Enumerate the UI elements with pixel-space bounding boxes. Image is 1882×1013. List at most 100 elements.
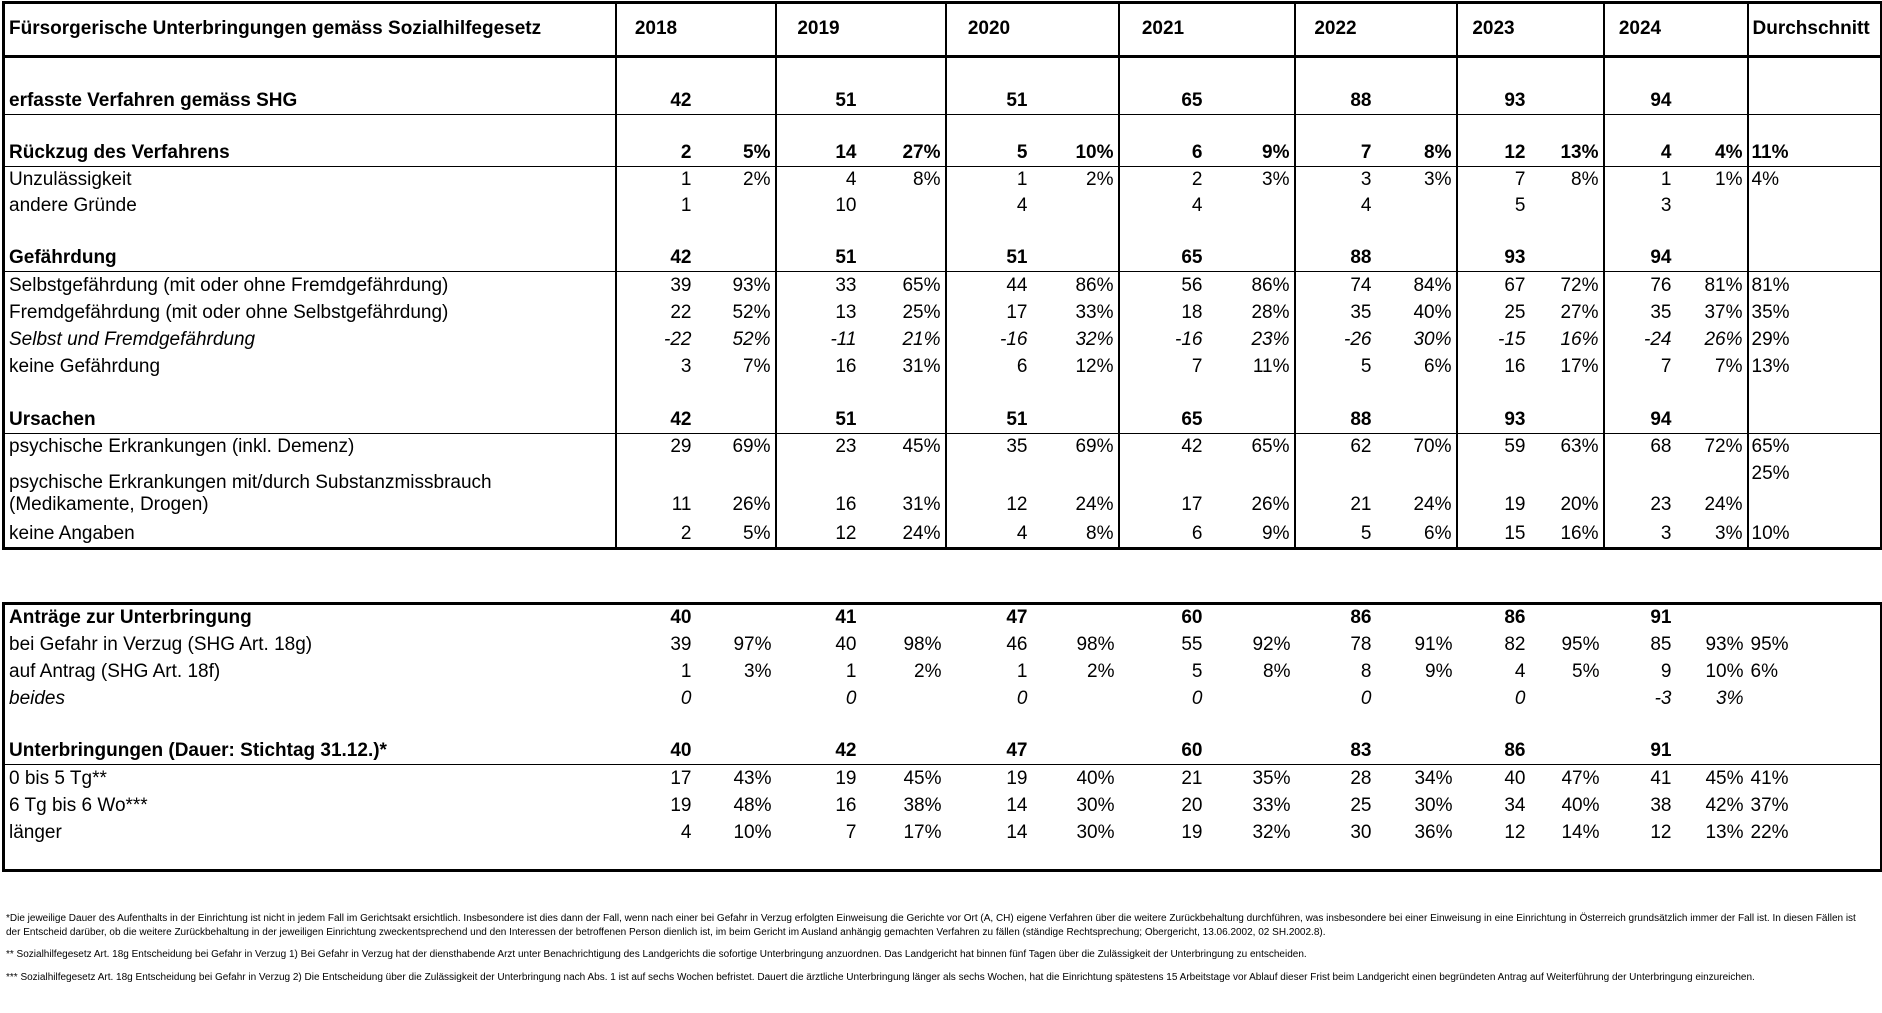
percent-cell: 95% [1561, 633, 1600, 655]
table-row: 0 bis 5 Tg** 17 43% 19 45% 19 40% 21 35% 28 34% 40 4… [4, 765, 1882, 792]
count-cell: 3 [1602, 517, 1676, 549]
percent-cell [1530, 685, 1604, 712]
average-cell [1747, 711, 1882, 765]
count-cell: 14 [1006, 794, 1028, 816]
percent-cell: 10% [1705, 660, 1744, 682]
percent-cell: 26% [732, 493, 771, 515]
row-label: auf Antrag (SHG Art. 18f) [9, 660, 221, 682]
count-cell: 51 [774, 218, 861, 272]
row-label: beides [9, 687, 65, 709]
percent-cell: 2% [1086, 168, 1114, 190]
count-cell: 12 [1504, 821, 1526, 843]
percent-cell [1375, 711, 1457, 765]
count-cell: 14 [1006, 821, 1028, 843]
percent-cell: 30% [1413, 328, 1452, 350]
count-cell: 35 [944, 433, 1032, 460]
count-cell: 7 [1117, 352, 1207, 380]
count-cell: 82 [1504, 633, 1526, 655]
percent-cell [695, 711, 776, 765]
count-cell: -24 [1602, 325, 1676, 353]
count-cell: 7 [1602, 352, 1676, 380]
count-cell: 65 [1117, 379, 1207, 434]
count-cell: 41 [1650, 767, 1672, 789]
count-cell: 1 [680, 660, 692, 682]
count-cell: 93 [1455, 379, 1530, 434]
count-cell: -16 [1117, 325, 1207, 353]
count-cell: 1 [944, 166, 1032, 193]
percent-cell: 28% [1251, 301, 1290, 323]
average-cell [1746, 56, 1882, 115]
count-cell: 22 [614, 298, 696, 326]
count-cell: 1 [614, 166, 696, 193]
count-cell: 88 [1293, 218, 1376, 272]
count-cell: 17 [1117, 459, 1207, 518]
count-cell: 16 [835, 794, 857, 816]
table-row: Unzulässigkeit 1 2% 4 8% 1 2% 2 3% 3 3% 7 8% 1 1% 4% [3, 166, 1882, 193]
percent-cell: 81% [1704, 274, 1743, 296]
row-label-line: (Medikamente, Drogen) [9, 493, 209, 515]
percent-cell: 2% [914, 660, 942, 682]
header-blank [1375, 2, 1457, 58]
count-cell: 51 [944, 56, 1032, 115]
count-cell: 76 [1602, 271, 1676, 299]
average-cell [1748, 685, 1882, 712]
header-year: 2024 [1602, 2, 1676, 58]
count-cell: 85 [1650, 633, 1672, 655]
percent-cell: 40% [1561, 794, 1600, 816]
count-cell: 10 [774, 192, 861, 219]
count-cell: 38 [1650, 794, 1672, 816]
percent-cell [1031, 379, 1119, 434]
count-cell: 41 [835, 606, 857, 628]
percent-cell: 27% [860, 114, 946, 167]
row-label: psychische Erkrankungen mit/durch Substa… [3, 459, 617, 518]
count-cell: 51 [944, 379, 1032, 434]
count-cell: 67 [1455, 271, 1530, 299]
count-cell: 42 [614, 56, 696, 115]
footnote: *Die jeweilige Dauer des Aufenthalts in … [6, 913, 1856, 938]
header-blank [1529, 2, 1604, 58]
count-cell: 13 [774, 298, 861, 326]
count-cell: 19 [1006, 767, 1028, 789]
percent-cell: 72% [1560, 274, 1599, 296]
percent-cell: 40% [1076, 767, 1115, 789]
count-cell: 40 [615, 711, 696, 765]
percent-cell: 42% [1705, 794, 1744, 816]
count-cell: 5 [1191, 660, 1203, 682]
percent-cell: 24% [1413, 493, 1452, 515]
percent-cell: 26% [1704, 328, 1743, 350]
count-cell: 17 [670, 767, 692, 789]
count-cell: 4 [1293, 192, 1376, 219]
percent-cell: 16% [1560, 523, 1599, 544]
row-label: Anträge zur Unterbringung [9, 606, 252, 628]
percent-cell: 31% [902, 493, 941, 515]
percent-cell: 14% [1561, 821, 1600, 843]
percent-cell [696, 193, 776, 219]
footnotes: *Die jeweilige Dauer des Aufenthalts in … [6, 912, 1866, 993]
row-label: Rückzug des Verfahrens [3, 114, 617, 167]
percent-cell [695, 379, 776, 434]
table-row: Unterbringungen (Dauer: Stichtag 31.12.)… [3, 711, 1882, 765]
percent-cell: 35% [1252, 767, 1291, 789]
percent-cell [1206, 56, 1295, 115]
filler-row [4, 846, 1882, 871]
percent-cell: 69% [732, 435, 771, 457]
table-row: Selbstgefährdung (mit oder ohne Fremdgef… [3, 271, 1882, 299]
percent-cell [861, 685, 946, 712]
header-year: 2018 [614, 2, 696, 58]
average-cell: 11% [1746, 114, 1882, 167]
percent-cell [861, 193, 946, 219]
average-cell: 37% [1750, 794, 1789, 816]
count-cell: 0 [1514, 687, 1526, 709]
average-cell: 25% [1746, 459, 1882, 518]
percent-cell: 24% [902, 523, 941, 544]
header-blank [860, 2, 946, 58]
percent-cell: 93% [1705, 633, 1744, 655]
percent-cell: 86% [1075, 274, 1114, 296]
percent-cell: 16% [1560, 328, 1599, 350]
count-cell: 78 [1350, 633, 1372, 655]
percent-cell: 25% [902, 301, 941, 323]
table-row: Gefährdung 42 51 51 65 88 93 94 [3, 218, 1882, 272]
percent-cell: 93% [732, 274, 771, 296]
percent-cell [1032, 193, 1119, 219]
